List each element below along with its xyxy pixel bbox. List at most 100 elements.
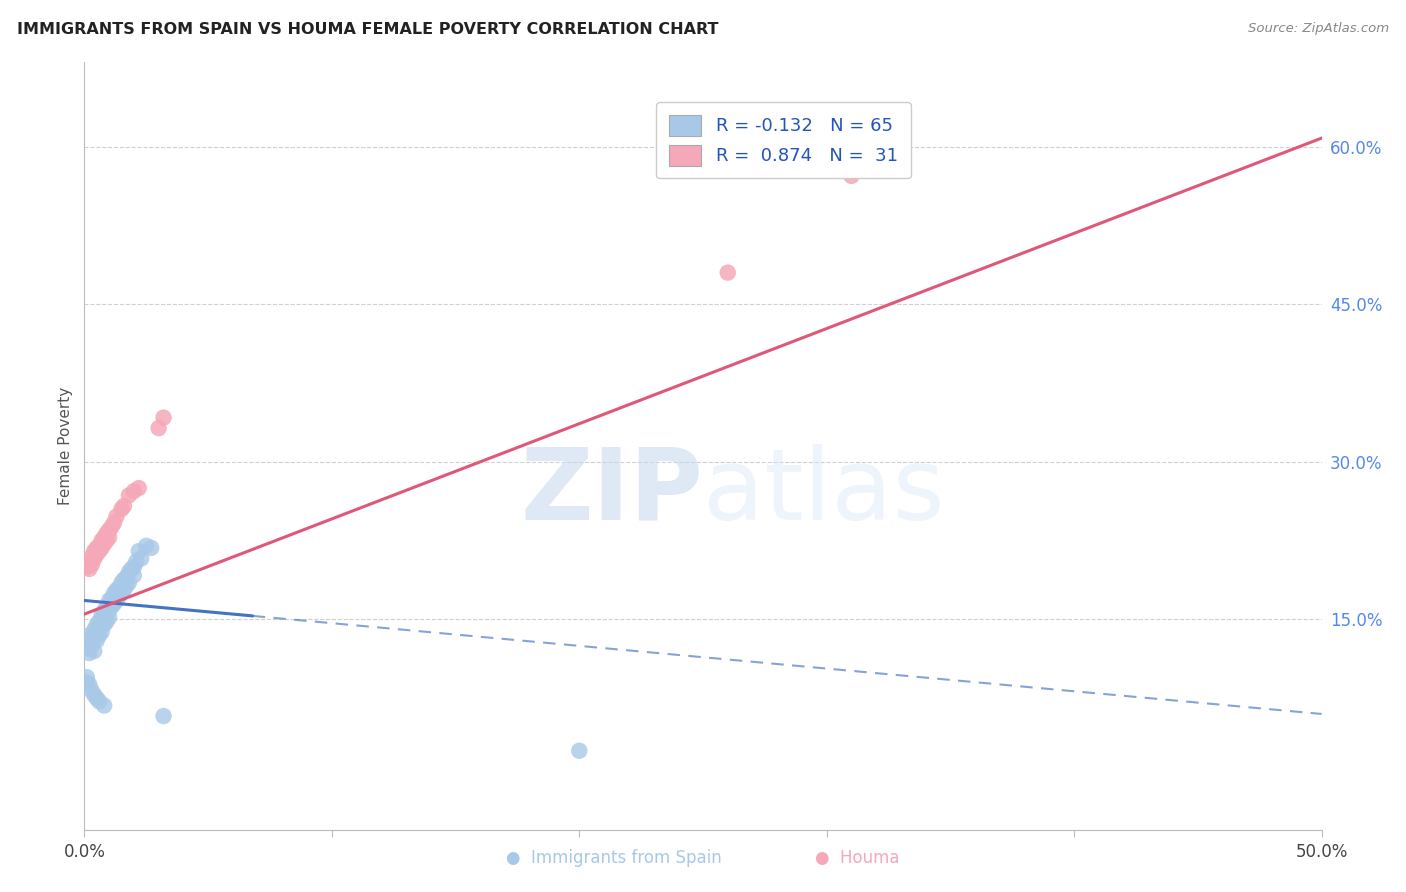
Point <box>96 533 118 548</box>
Point <box>80 632 103 646</box>
Point <box>96 599 118 614</box>
Point <box>120 562 142 576</box>
Point <box>83 623 105 637</box>
Point <box>93 537 115 551</box>
Point <box>90 617 112 632</box>
Point <box>112 499 135 513</box>
Point <box>118 575 141 590</box>
Point <box>105 593 128 607</box>
Point <box>80 635 103 649</box>
Point <box>86 625 108 640</box>
Point <box>79 562 101 576</box>
Point <box>128 481 150 495</box>
Point <box>118 565 141 579</box>
Point <box>89 628 111 642</box>
Point <box>103 586 125 600</box>
Point <box>79 641 101 656</box>
Text: ●  Immigrants from Spain: ● Immigrants from Spain <box>506 849 721 867</box>
Point <box>93 698 115 713</box>
Point <box>89 544 111 558</box>
Point <box>98 523 121 537</box>
Point <box>108 581 131 595</box>
Y-axis label: Female Poverty: Female Poverty <box>58 387 73 505</box>
Point <box>148 421 170 435</box>
Point <box>80 558 103 572</box>
Point <box>76 639 98 653</box>
Point <box>152 709 174 723</box>
Point <box>90 607 112 621</box>
Point <box>135 539 157 553</box>
Point <box>80 683 103 698</box>
Point <box>98 593 121 607</box>
Point <box>141 541 163 555</box>
Point <box>100 591 122 606</box>
Point <box>122 484 145 499</box>
Point <box>93 617 115 632</box>
Point <box>98 610 121 624</box>
Point <box>89 615 111 629</box>
Point <box>98 530 121 544</box>
Point <box>83 628 105 642</box>
Point <box>108 589 131 603</box>
Point <box>90 541 112 555</box>
Point <box>83 551 105 566</box>
Legend: R = -0.132   N = 65, R =  0.874   N =  31: R = -0.132 N = 65, R = 0.874 N = 31 <box>657 103 911 178</box>
Point <box>103 516 125 530</box>
Point <box>90 533 112 548</box>
Point <box>79 677 101 691</box>
Point <box>717 266 740 280</box>
Point <box>86 633 108 648</box>
Point <box>80 639 103 653</box>
Text: atlas: atlas <box>703 443 945 541</box>
Point <box>83 544 105 558</box>
Point <box>125 555 148 569</box>
Point <box>76 633 98 648</box>
Point <box>96 615 118 629</box>
Point <box>90 625 112 640</box>
Point <box>122 568 145 582</box>
Point <box>105 582 128 597</box>
Point <box>110 502 132 516</box>
Point <box>110 575 132 590</box>
Point <box>128 544 150 558</box>
Point <box>86 541 108 555</box>
Text: ZIP: ZIP <box>520 443 703 541</box>
Point <box>112 573 135 587</box>
Point <box>118 488 141 502</box>
Point <box>90 612 112 626</box>
Point <box>76 635 98 649</box>
Text: ●  Houma: ● Houma <box>815 849 900 867</box>
Point <box>79 628 101 642</box>
Point <box>86 617 108 632</box>
Point <box>96 607 118 621</box>
Point <box>86 691 108 706</box>
Point <box>76 559 98 574</box>
Point <box>129 551 152 566</box>
Point <box>89 539 111 553</box>
Point <box>115 570 138 584</box>
Point <box>152 410 174 425</box>
Point <box>89 621 111 635</box>
Point <box>110 586 132 600</box>
Point <box>93 604 115 618</box>
Text: Source: ZipAtlas.com: Source: ZipAtlas.com <box>1249 22 1389 36</box>
Point <box>98 602 121 616</box>
Point <box>112 582 135 597</box>
Point <box>86 547 108 561</box>
Point <box>76 670 98 684</box>
Point <box>96 526 118 541</box>
Point <box>93 610 115 624</box>
Point <box>841 169 863 183</box>
Point <box>103 597 125 611</box>
Point <box>568 744 591 758</box>
Point <box>83 688 105 702</box>
Point <box>100 599 122 614</box>
Point <box>115 579 138 593</box>
Point <box>83 644 105 658</box>
Point <box>93 530 115 544</box>
Point <box>79 555 101 569</box>
Point <box>76 675 98 690</box>
Text: IMMIGRANTS FROM SPAIN VS HOUMA FEMALE POVERTY CORRELATION CHART: IMMIGRANTS FROM SPAIN VS HOUMA FEMALE PO… <box>17 22 718 37</box>
Point <box>100 520 122 534</box>
Point <box>122 559 145 574</box>
